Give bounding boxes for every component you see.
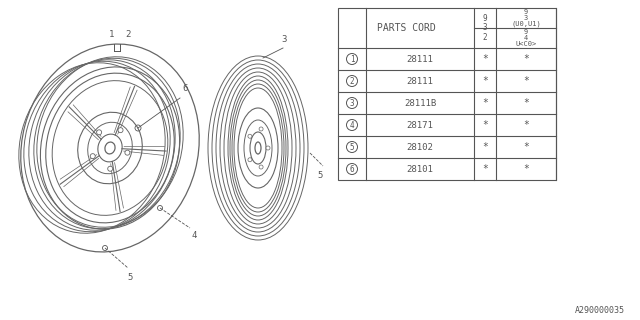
Circle shape bbox=[118, 128, 123, 133]
Text: 5: 5 bbox=[349, 142, 355, 151]
Text: *: * bbox=[482, 76, 488, 86]
Text: 5: 5 bbox=[127, 273, 132, 282]
Text: 3: 3 bbox=[349, 99, 355, 108]
Text: PARTS CORD: PARTS CORD bbox=[376, 23, 435, 33]
Text: 9
3
2: 9 3 2 bbox=[483, 14, 487, 42]
Bar bbox=[338, 8, 556, 180]
Text: 28171: 28171 bbox=[406, 121, 433, 130]
Text: A290000035: A290000035 bbox=[575, 306, 625, 315]
Text: 4: 4 bbox=[192, 231, 197, 240]
Text: 28101: 28101 bbox=[406, 164, 433, 173]
Text: 2: 2 bbox=[349, 76, 355, 85]
Text: *: * bbox=[523, 76, 529, 86]
Text: *: * bbox=[523, 142, 529, 152]
Text: *: * bbox=[523, 120, 529, 130]
Text: 4: 4 bbox=[349, 121, 355, 130]
Text: *: * bbox=[482, 142, 488, 152]
Text: 1: 1 bbox=[109, 30, 115, 39]
Text: 2: 2 bbox=[125, 30, 131, 39]
Circle shape bbox=[259, 165, 263, 169]
Text: 6: 6 bbox=[349, 164, 355, 173]
Circle shape bbox=[108, 166, 113, 171]
Text: *: * bbox=[482, 98, 488, 108]
Text: *: * bbox=[523, 164, 529, 174]
Circle shape bbox=[248, 158, 252, 162]
Circle shape bbox=[266, 146, 270, 150]
Circle shape bbox=[259, 127, 263, 131]
Text: 5: 5 bbox=[317, 171, 323, 180]
Text: *: * bbox=[523, 54, 529, 64]
Text: 9
3
(U0,U1): 9 3 (U0,U1) bbox=[511, 9, 541, 27]
Text: *: * bbox=[482, 164, 488, 174]
Circle shape bbox=[97, 130, 102, 135]
Text: 9
4
U<C0>: 9 4 U<C0> bbox=[515, 29, 536, 47]
Circle shape bbox=[90, 154, 95, 159]
Text: 6: 6 bbox=[182, 84, 188, 93]
Text: 1: 1 bbox=[349, 54, 355, 63]
Circle shape bbox=[125, 150, 130, 155]
Text: 28102: 28102 bbox=[406, 142, 433, 151]
Text: *: * bbox=[523, 98, 529, 108]
Text: *: * bbox=[482, 120, 488, 130]
Text: *: * bbox=[482, 54, 488, 64]
Text: 3: 3 bbox=[282, 35, 287, 44]
Text: 28111: 28111 bbox=[406, 54, 433, 63]
Circle shape bbox=[248, 134, 252, 138]
Text: 28111: 28111 bbox=[406, 76, 433, 85]
Text: 28111B: 28111B bbox=[404, 99, 436, 108]
